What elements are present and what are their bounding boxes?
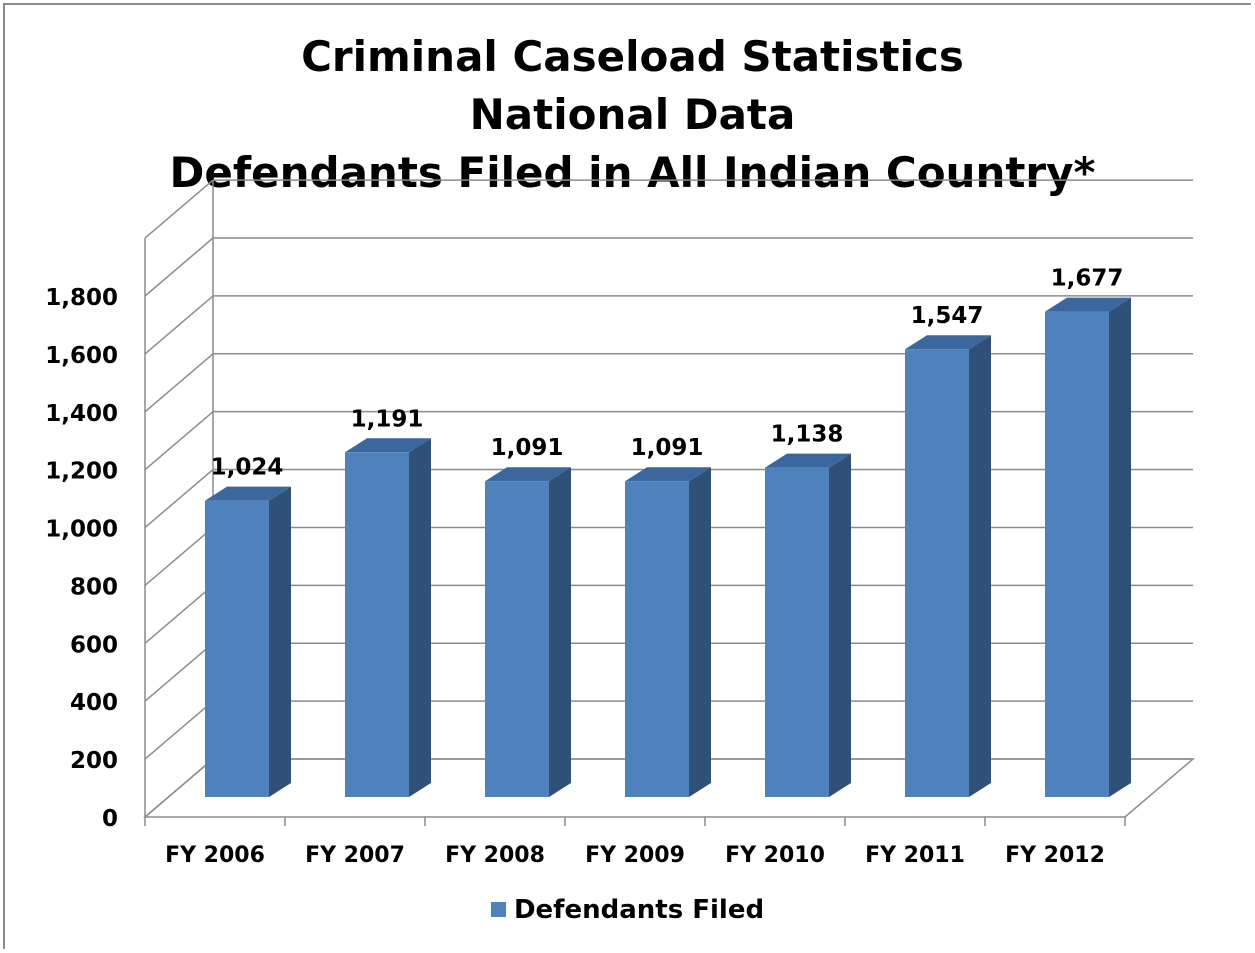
legend-swatch xyxy=(490,902,506,917)
x-tick-label: FY 2006 xyxy=(165,843,265,868)
bar-side xyxy=(689,467,711,797)
bar xyxy=(205,500,269,797)
bar-side xyxy=(1109,297,1131,797)
bar xyxy=(765,467,829,797)
y-tick-label: 1,600 xyxy=(45,343,118,369)
wall-diagonal-8 xyxy=(144,295,214,355)
wall-diagonal-5 xyxy=(144,468,214,529)
data-label: 1,677 xyxy=(1051,266,1124,292)
bar-side xyxy=(409,438,431,797)
bar xyxy=(1045,311,1109,797)
bar-top xyxy=(485,467,571,482)
y-tick-label: 200 xyxy=(70,748,118,774)
title-line-1: Criminal Caseload Statistics xyxy=(301,32,964,81)
legend-label: Defendants Filed xyxy=(513,895,765,925)
wall-diagonal-7 xyxy=(144,353,214,413)
chart-floor xyxy=(142,758,1196,818)
chart-frame xyxy=(3,3,1251,949)
y-tick-label: 600 xyxy=(70,632,118,658)
title-line-2: National Data xyxy=(469,90,796,139)
bar xyxy=(905,349,969,797)
data-label: 1,138 xyxy=(771,422,844,448)
bar-side xyxy=(549,467,571,797)
chart-title: Criminal Caseload Statistics National Da… xyxy=(0,28,1255,202)
y-tick-label: 800 xyxy=(70,574,118,600)
data-label: 1,091 xyxy=(631,435,704,461)
bar-top xyxy=(345,438,431,453)
data-label: 1,024 xyxy=(211,455,284,481)
bar-top xyxy=(1045,297,1131,312)
x-tick-label: FY 2010 xyxy=(725,843,825,868)
bar-top xyxy=(765,453,851,468)
bar xyxy=(625,481,689,797)
data-label: 1,191 xyxy=(351,406,424,432)
wall-diagonal-1 xyxy=(144,700,214,760)
chart-legend: Defendants Filed xyxy=(0,895,1255,925)
wall-diagonal-4 xyxy=(144,526,214,587)
y-tick-label: 0 xyxy=(102,806,118,832)
y-tick-label: 400 xyxy=(70,690,118,716)
bar-side xyxy=(829,453,851,797)
wall-diagonal-2 xyxy=(144,642,214,702)
wall-diagonal-6 xyxy=(144,411,214,471)
bar-side xyxy=(969,335,991,797)
y-tick-label: 1,400 xyxy=(45,401,118,427)
wall-diagonal-9 xyxy=(144,237,214,297)
x-tick-label: FY 2011 xyxy=(865,843,965,868)
x-tick-label: FY 2008 xyxy=(445,843,545,868)
bar xyxy=(345,452,409,797)
y-tick-label: 1,000 xyxy=(45,517,118,543)
x-tick-label: FY 2007 xyxy=(305,843,405,868)
bar-side xyxy=(269,486,291,797)
y-tick-label: 1,800 xyxy=(45,285,118,311)
x-tick-label: FY 2009 xyxy=(585,843,685,868)
title-line-3: Defendants Filed in All Indian Country* xyxy=(169,148,1096,197)
bar-top xyxy=(905,335,991,350)
bar xyxy=(485,481,549,797)
x-tick-label: FY 2012 xyxy=(1005,843,1105,868)
data-label: 1,547 xyxy=(911,303,984,329)
data-label: 1,091 xyxy=(491,435,564,461)
bar-top xyxy=(625,467,711,482)
y-tick-label: 1,200 xyxy=(45,459,118,485)
bar-top xyxy=(205,486,291,501)
wall-diagonal-3 xyxy=(144,584,214,644)
wall-diagonal-top xyxy=(144,179,214,239)
